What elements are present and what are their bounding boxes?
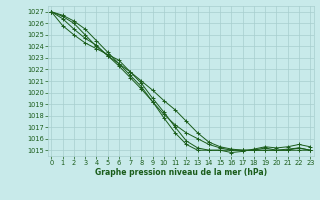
X-axis label: Graphe pression niveau de la mer (hPa): Graphe pression niveau de la mer (hPa) bbox=[95, 168, 267, 177]
